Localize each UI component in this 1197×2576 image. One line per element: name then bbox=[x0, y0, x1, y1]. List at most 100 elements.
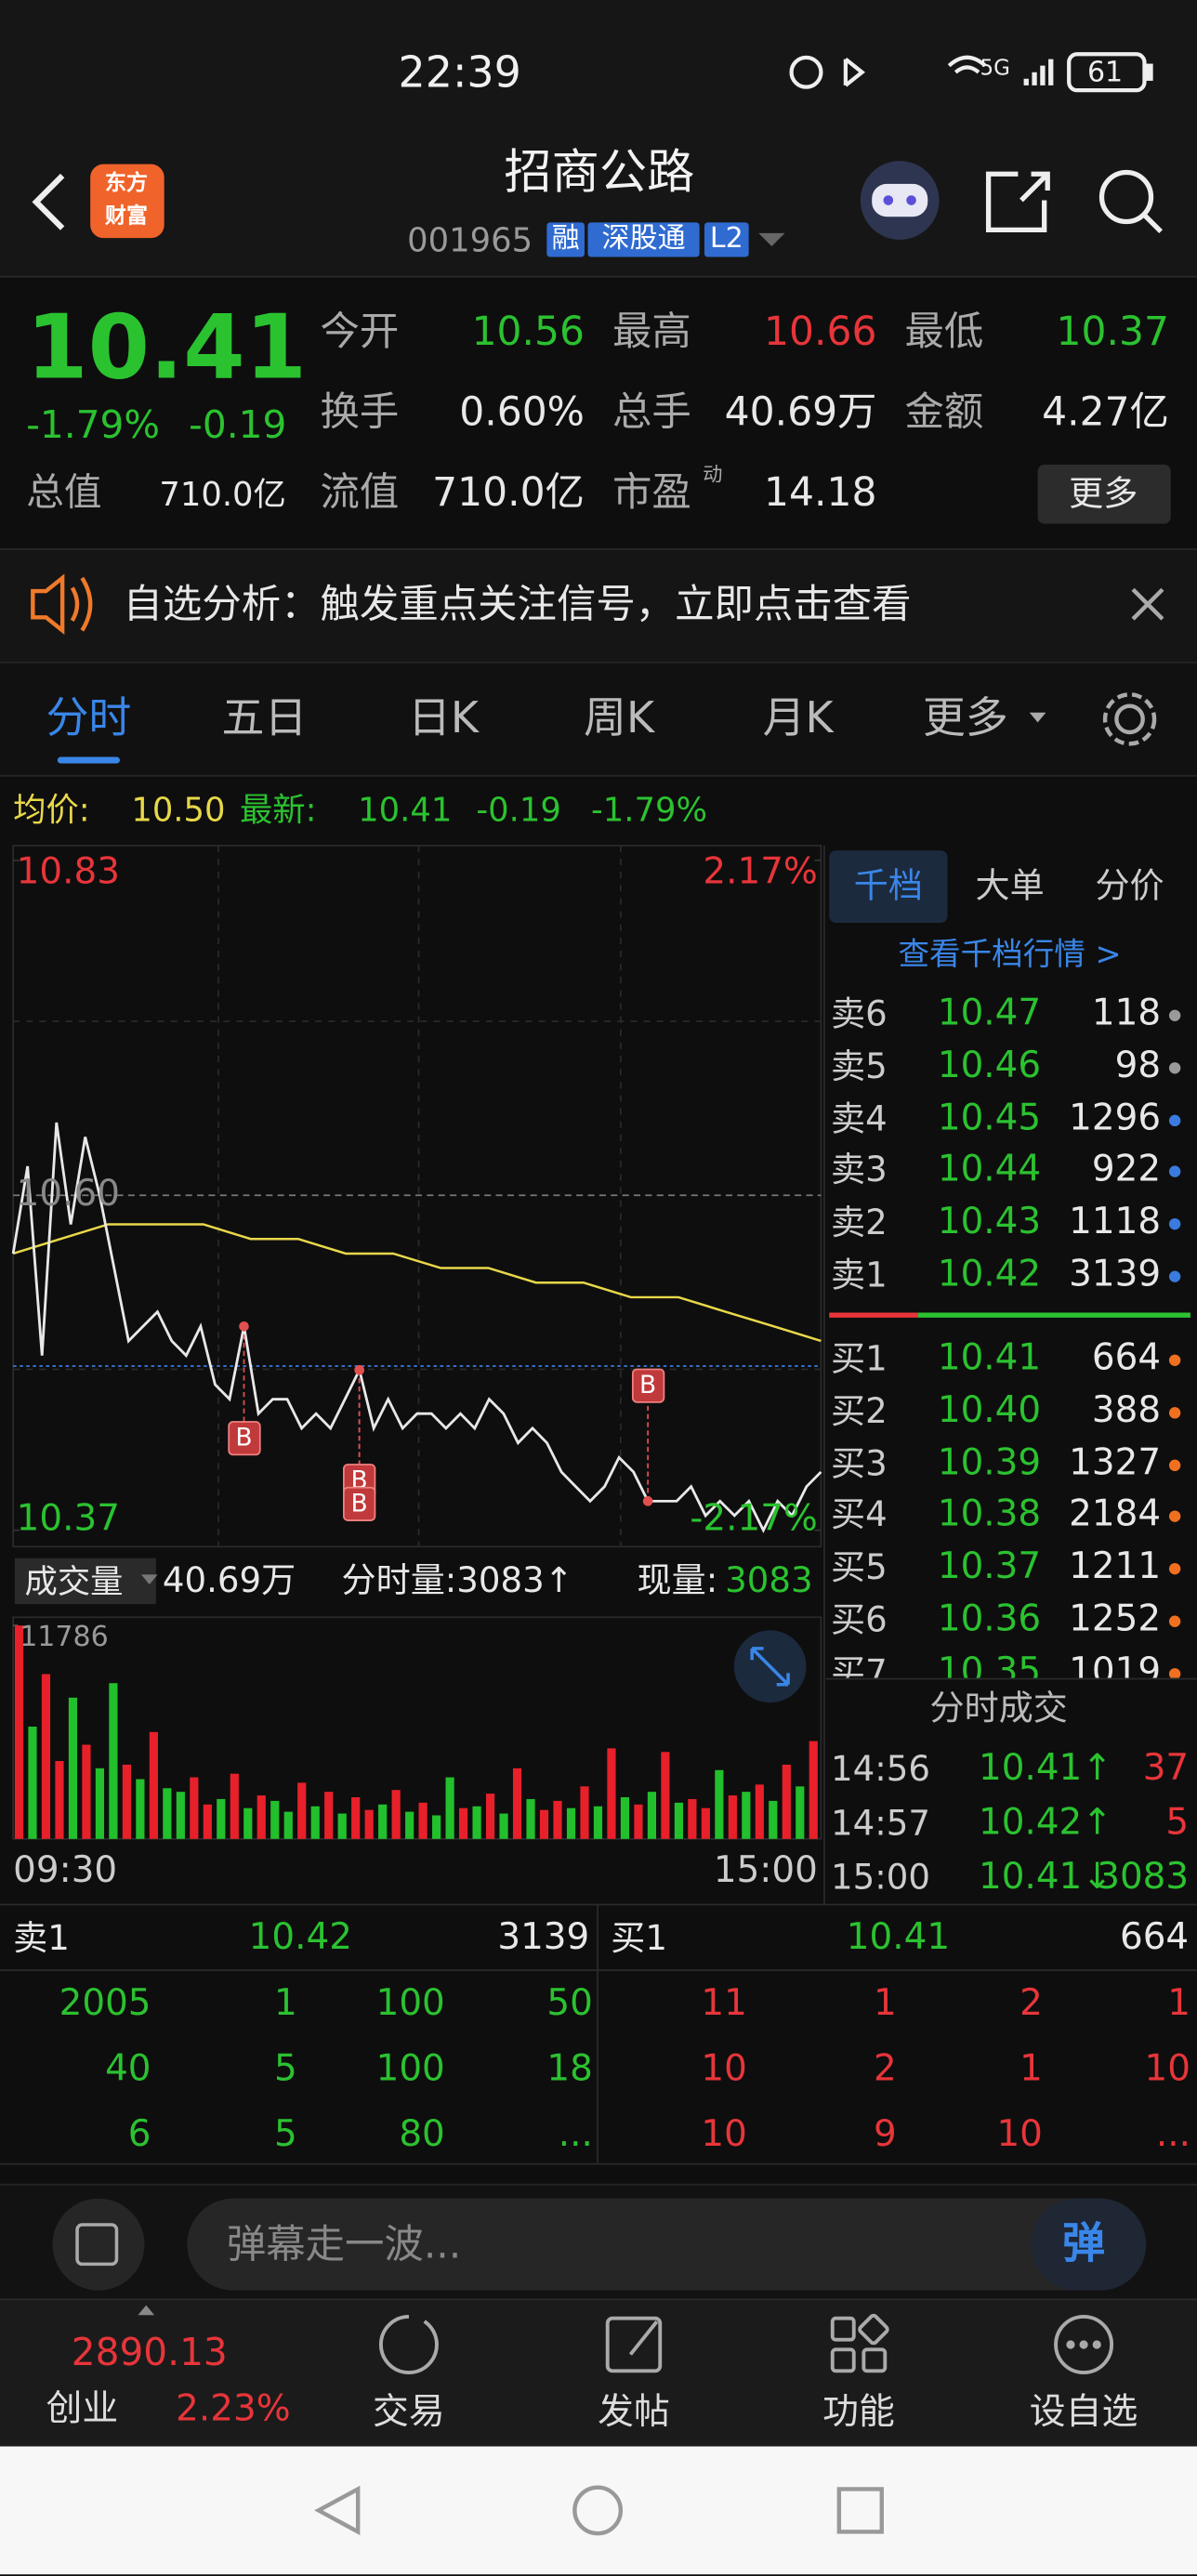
volume-bar bbox=[728, 1795, 737, 1839]
price-line bbox=[11, 1122, 822, 1533]
banner-bg[interactable] bbox=[0, 548, 1197, 664]
back-button[interactable] bbox=[32, 173, 65, 230]
comment-placeholder[interactable]: 弹幕走一波... bbox=[226, 2221, 462, 2267]
danmaku-button[interactable]: 弹 bbox=[1062, 2219, 1106, 2269]
queue-order: 50 bbox=[546, 1983, 593, 2025]
badge: L2 bbox=[704, 222, 749, 257]
book-link[interactable]: 查看千档行情 > bbox=[898, 936, 1122, 973]
last-price: 10.41 bbox=[26, 296, 308, 400]
volume-bar bbox=[190, 1777, 199, 1839]
queue-order: 1 bbox=[274, 1983, 297, 2025]
index-value[interactable]: 2890.13 bbox=[71, 2332, 228, 2375]
stat-value: 4.27亿 bbox=[1042, 388, 1169, 436]
book-dot bbox=[1168, 1270, 1181, 1282]
book-level: 卖5 bbox=[831, 1045, 888, 1086]
chart-tab[interactable]: 五日 bbox=[221, 694, 308, 744]
banner-text[interactable]: 自选分析：触发重点关注信号，立即点击查看 bbox=[123, 581, 912, 627]
book-dot bbox=[1168, 1563, 1181, 1575]
queue-order: 1 bbox=[1019, 2048, 1043, 2091]
dropdown-icon[interactable] bbox=[758, 232, 785, 247]
stat-label: 最低 bbox=[904, 309, 984, 355]
logo-text[interactable]: 东方 bbox=[105, 171, 149, 197]
book-tab[interactable]: 千档 bbox=[853, 865, 923, 906]
dropdown-icon[interactable] bbox=[1029, 712, 1046, 723]
nav-icons[interactable] bbox=[378, 2313, 1114, 2374]
chart-tab[interactable]: 分时 bbox=[46, 694, 132, 744]
trade-price: 10.42↑ bbox=[979, 1802, 1112, 1845]
nav-item[interactable]: 交易 bbox=[373, 2392, 445, 2434]
volume-bar bbox=[418, 1802, 428, 1839]
level-price: 10.41 bbox=[846, 1917, 951, 1959]
book-price: 10.44 bbox=[937, 1150, 1042, 1191]
trade-marker[interactable]: B bbox=[227, 1420, 261, 1455]
book-tab[interactable]: 大单 bbox=[975, 865, 1045, 906]
queue-order: 5 bbox=[274, 2048, 297, 2091]
trade-marker[interactable]: B bbox=[631, 1369, 665, 1404]
trade-volume: 3083 bbox=[1097, 1857, 1190, 1899]
app-logo[interactable] bbox=[90, 164, 164, 239]
trade-price: 10.41↓ bbox=[979, 1857, 1112, 1899]
book-price: 10.47 bbox=[937, 992, 1042, 1035]
volume-bar bbox=[512, 1768, 522, 1839]
expand-button[interactable] bbox=[733, 1630, 807, 1703]
volume-selector[interactable]: 成交量 bbox=[24, 1561, 124, 1601]
volume-bar bbox=[661, 1752, 670, 1839]
change-amount: -0.19 bbox=[189, 404, 287, 448]
queue-order: 6 bbox=[127, 2114, 151, 2156]
volume-bar bbox=[796, 1786, 805, 1839]
battery-level: 61 bbox=[1086, 56, 1124, 90]
index-name[interactable]: 创业 bbox=[46, 2388, 119, 2430]
book-level: 买1 bbox=[831, 1338, 888, 1379]
clock: 22:39 bbox=[398, 49, 521, 99]
chart-tab[interactable]: 周K bbox=[584, 694, 655, 744]
close-button[interactable] bbox=[1131, 587, 1164, 621]
queue-order: 1 bbox=[1167, 1983, 1190, 2025]
queue-order: 10 bbox=[701, 2048, 747, 2091]
queue-order: ... bbox=[1155, 2114, 1190, 2156]
assistant-icon[interactable] bbox=[860, 161, 940, 240]
system-buttons[interactable] bbox=[314, 2485, 884, 2536]
dropdown-icon[interactable] bbox=[140, 1574, 158, 1584]
book-volume: 1252 bbox=[1069, 1598, 1162, 1641]
chart-tab[interactable]: 日K bbox=[407, 694, 480, 744]
volume-selector[interactable] bbox=[14, 1557, 156, 1605]
volume-bar bbox=[270, 1800, 280, 1839]
book-tab[interactable]: 分价 bbox=[1095, 865, 1164, 906]
volume-bar bbox=[620, 1796, 630, 1839]
queue-order: 100 bbox=[375, 2048, 445, 2091]
search-button[interactable] bbox=[1098, 169, 1164, 233]
index-change[interactable]: 2.23% bbox=[176, 2388, 291, 2430]
tab-underline bbox=[57, 756, 120, 764]
chart-tab[interactable]: 更多 bbox=[922, 694, 1008, 744]
volume-total: 40.69万 bbox=[162, 1560, 296, 1600]
stat-label: 总手 bbox=[612, 388, 691, 436]
level-label: 卖1 bbox=[13, 1918, 70, 1958]
danmaku-button[interactable] bbox=[1031, 2198, 1147, 2291]
book-dot bbox=[1168, 1458, 1181, 1471]
book-volume: 1327 bbox=[1069, 1442, 1162, 1484]
book-level: 买5 bbox=[831, 1547, 888, 1587]
nav-item[interactable]: 发帖 bbox=[598, 2392, 670, 2434]
active-book-tab[interactable] bbox=[829, 850, 948, 923]
chart-tab[interactable]: 月K bbox=[762, 694, 834, 744]
nav-item[interactable]: 设自选 bbox=[1029, 2392, 1138, 2434]
volume-bar bbox=[472, 1806, 481, 1839]
settings-button[interactable] bbox=[1102, 692, 1157, 746]
system-nav bbox=[0, 2446, 1197, 2575]
share-button[interactable] bbox=[985, 171, 1050, 233]
volume-bar bbox=[405, 1811, 414, 1839]
nav-item[interactable]: 功能 bbox=[822, 2392, 895, 2434]
volume-bar bbox=[499, 1813, 508, 1839]
more-button[interactable] bbox=[1037, 465, 1171, 524]
volume-bar bbox=[203, 1804, 212, 1839]
status-icons bbox=[789, 52, 1153, 93]
trade-marker[interactable]: B bbox=[342, 1487, 376, 1522]
queue-order: 10 bbox=[1144, 2048, 1190, 2091]
volume-bar bbox=[701, 1807, 710, 1839]
comment-input[interactable] bbox=[187, 2198, 1147, 2291]
more-button[interactable]: 更多 bbox=[1069, 473, 1138, 514]
book-price: 10.46 bbox=[937, 1045, 1042, 1087]
logo-text[interactable]: 财富 bbox=[105, 204, 149, 230]
comment-tool[interactable] bbox=[52, 2198, 145, 2291]
book-level: 买2 bbox=[831, 1391, 888, 1431]
